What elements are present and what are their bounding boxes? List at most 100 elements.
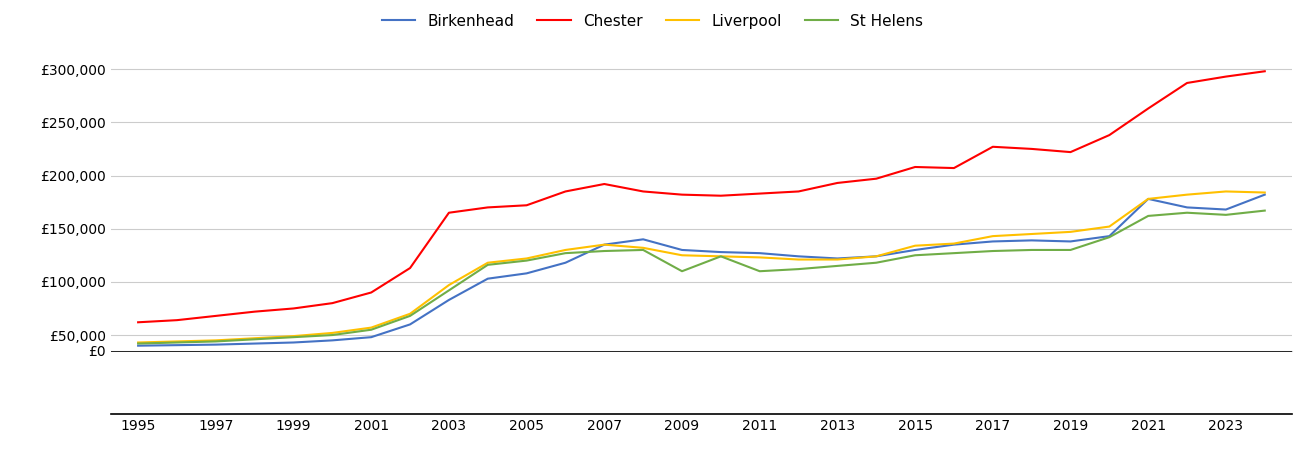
Liverpool: [1141, 196, 1156, 202]
St Helens: [207, 339, 223, 344]
Liverpool: [363, 325, 378, 330]
St Helens: [1141, 213, 1156, 219]
St Helens: [1257, 208, 1272, 213]
St Helens: [130, 341, 146, 346]
Chester: [636, 189, 651, 194]
Liverpool: [1024, 231, 1040, 237]
St Helens: [636, 247, 651, 252]
Chester: [441, 210, 457, 216]
St Helens: [325, 333, 341, 338]
Birkenhead: [713, 249, 728, 255]
Chester: [1141, 106, 1156, 111]
Liverpool: [596, 242, 612, 248]
Liverpool: [286, 333, 301, 339]
Birkenhead: [596, 242, 612, 248]
Birkenhead: [868, 254, 883, 259]
Birkenhead: [557, 260, 573, 265]
Chester: [752, 191, 767, 196]
St Helens: [907, 252, 923, 258]
Liverpool: [441, 282, 457, 288]
Liverpool: [247, 336, 262, 341]
Liverpool: [325, 330, 341, 336]
Chester: [247, 309, 262, 315]
Birkenhead: [1218, 207, 1233, 212]
Line: St Helens: St Helens: [138, 211, 1265, 343]
Birkenhead: [402, 322, 418, 327]
Birkenhead: [636, 237, 651, 242]
Birkenhead: [170, 342, 185, 348]
Legend: Birkenhead, Chester, Liverpool, St Helens: Birkenhead, Chester, Liverpool, St Helen…: [376, 8, 929, 35]
Birkenhead: [1257, 192, 1272, 198]
Chester: [868, 176, 883, 181]
Birkenhead: [1101, 234, 1117, 239]
St Helens: [1218, 212, 1233, 217]
St Helens: [868, 260, 883, 265]
St Helens: [247, 337, 262, 342]
Chester: [1180, 80, 1195, 86]
Birkenhead: [752, 251, 767, 256]
Chester: [325, 301, 341, 306]
Chester: [713, 193, 728, 198]
Liverpool: [402, 311, 418, 316]
St Helens: [557, 251, 573, 256]
Birkenhead: [907, 247, 923, 252]
Chester: [946, 165, 962, 171]
Chester: [907, 164, 923, 170]
St Helens: [596, 248, 612, 254]
St Helens: [170, 340, 185, 345]
Chester: [130, 320, 146, 325]
Chester: [480, 205, 496, 210]
Liverpool: [1101, 224, 1117, 229]
Chester: [170, 317, 185, 323]
St Helens: [363, 327, 378, 333]
Line: Chester: Chester: [138, 71, 1265, 322]
Liverpool: [752, 255, 767, 260]
St Helens: [946, 251, 962, 256]
Birkenhead: [1062, 239, 1078, 244]
Liverpool: [557, 247, 573, 252]
Birkenhead: [286, 340, 301, 345]
Liverpool: [985, 234, 1001, 239]
Liverpool: [170, 339, 185, 344]
Liverpool: [207, 338, 223, 343]
Birkenhead: [1141, 196, 1156, 202]
Chester: [286, 306, 301, 311]
Liverpool: [1218, 189, 1233, 194]
St Helens: [1180, 210, 1195, 216]
Chester: [402, 266, 418, 271]
Chester: [985, 144, 1001, 149]
Line: Birkenhead: Birkenhead: [138, 195, 1265, 346]
Liverpool: [868, 254, 883, 259]
Birkenhead: [480, 276, 496, 281]
Chester: [363, 290, 378, 295]
St Helens: [441, 288, 457, 293]
Chester: [830, 180, 846, 186]
Birkenhead: [675, 247, 690, 252]
Chester: [1101, 132, 1117, 138]
Birkenhead: [207, 342, 223, 347]
Chester: [557, 189, 573, 194]
St Helens: [752, 269, 767, 274]
Birkenhead: [1024, 238, 1040, 243]
St Helens: [1024, 247, 1040, 252]
Liverpool: [130, 340, 146, 345]
Chester: [1218, 74, 1233, 79]
Chester: [1257, 68, 1272, 74]
Liverpool: [675, 252, 690, 258]
Line: Liverpool: Liverpool: [138, 191, 1265, 342]
Liverpool: [519, 256, 535, 261]
Liverpool: [636, 245, 651, 251]
Liverpool: [1257, 190, 1272, 195]
Birkenhead: [130, 343, 146, 348]
Liverpool: [480, 260, 496, 265]
St Helens: [286, 334, 301, 340]
Chester: [596, 181, 612, 187]
St Helens: [675, 269, 690, 274]
St Helens: [402, 313, 418, 319]
Birkenhead: [363, 334, 378, 340]
Liverpool: [1180, 192, 1195, 198]
Chester: [1024, 146, 1040, 152]
Liverpool: [791, 257, 806, 262]
Chester: [791, 189, 806, 194]
Chester: [675, 192, 690, 198]
